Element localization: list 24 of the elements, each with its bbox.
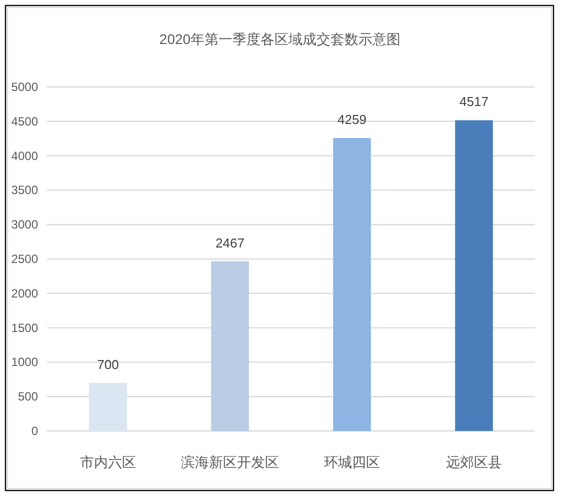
y-tick-label: 500 <box>18 390 38 404</box>
y-tick-label: 3000 <box>11 218 38 232</box>
y-tick-label: 1500 <box>11 320 38 335</box>
x-tick-label: 远郊区县 <box>446 454 502 470</box>
x-tick-label: 环城四区 <box>324 454 380 470</box>
bar <box>455 120 493 431</box>
data-label: 4259 <box>338 112 366 127</box>
chart-title: 2020年第一季度各区域成交套数示意图 <box>159 31 401 47</box>
data-label: 4517 <box>460 94 488 110</box>
y-tick-label: 4000 <box>11 148 38 163</box>
y-tick-label: 2000 <box>11 286 38 300</box>
x-tick-label: 市内六区 <box>80 454 136 470</box>
y-tick-label: 2500 <box>11 252 38 266</box>
bar <box>211 261 249 431</box>
y-tick-label: 4500 <box>11 114 38 128</box>
data-label: 2467 <box>216 235 244 250</box>
y-tick-label: 5000 <box>11 80 38 94</box>
y-tick-label: 0 <box>31 424 38 438</box>
bar <box>89 382 127 431</box>
y-tick-label: 3500 <box>11 183 38 198</box>
y-tick-label: 1000 <box>11 355 38 370</box>
x-tick-label: 滨海新区开发区 <box>181 454 279 470</box>
bar <box>333 138 371 431</box>
data-label: 700 <box>97 356 119 372</box>
